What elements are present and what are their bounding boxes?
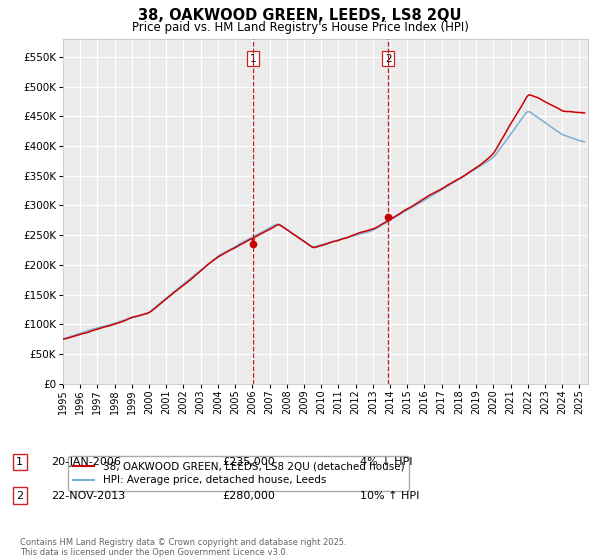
Text: 20-JAN-2006: 20-JAN-2006 — [51, 457, 121, 467]
Text: Price paid vs. HM Land Registry's House Price Index (HPI): Price paid vs. HM Land Registry's House … — [131, 21, 469, 34]
Text: 38, OAKWOOD GREEN, LEEDS, LS8 2QU: 38, OAKWOOD GREEN, LEEDS, LS8 2QU — [138, 8, 462, 24]
Text: £280,000: £280,000 — [222, 491, 275, 501]
Text: £235,000: £235,000 — [222, 457, 275, 467]
Legend: 38, OAKWOOD GREEN, LEEDS, LS8 2QU (detached house), HPI: Average price, detached: 38, OAKWOOD GREEN, LEEDS, LS8 2QU (detac… — [68, 456, 409, 491]
Text: 22-NOV-2013: 22-NOV-2013 — [51, 491, 125, 501]
Text: Contains HM Land Registry data © Crown copyright and database right 2025.
This d: Contains HM Land Registry data © Crown c… — [20, 538, 346, 557]
Text: 1: 1 — [16, 457, 23, 467]
Text: 2: 2 — [385, 54, 392, 64]
Text: 1: 1 — [250, 54, 257, 64]
Text: 10% ↑ HPI: 10% ↑ HPI — [360, 491, 419, 501]
Text: 2: 2 — [16, 491, 23, 501]
Text: 4% ↓ HPI: 4% ↓ HPI — [360, 457, 413, 467]
